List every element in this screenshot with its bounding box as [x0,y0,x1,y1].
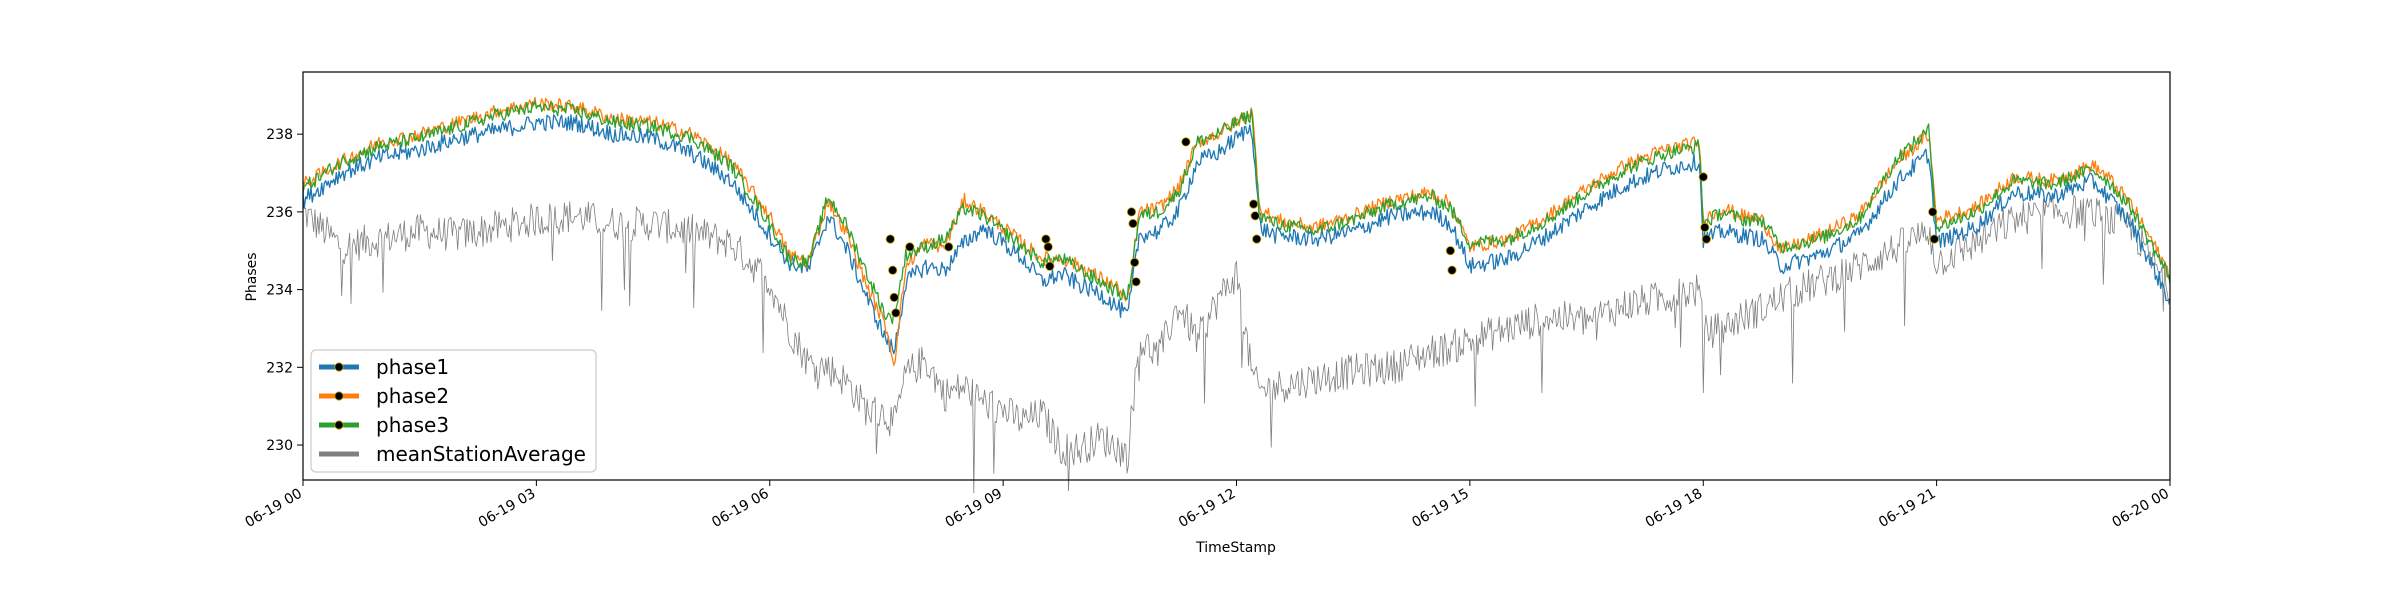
legend-frame [310,349,597,473]
series-line-meanStationAverage [302,194,2171,494]
y-tick-label: 236 [266,205,293,221]
legend-label-phase2: phase2 [376,384,449,408]
legend-label-phase1: phase1 [376,355,449,379]
legend-label-meanStationAverage: meanStationAverage [376,442,586,466]
x-tick-label: 06-19 03 [476,486,539,531]
y-axis-label: Phases [244,252,260,301]
y-tick-label: 232 [266,360,293,376]
event-marker [1447,265,1457,275]
event-marker [1698,172,1708,182]
legend: phase1 phase2 phase3 meanStationAverage [310,349,597,473]
event-marker [1249,199,1259,209]
legend-marker-phase2 [334,391,344,401]
y-tick-label: 230 [266,438,293,454]
event-marker [905,242,915,252]
series-line-phase2 [302,96,2171,366]
event-marker [1043,242,1053,252]
series-line-phase3 [302,100,2171,325]
event-marker [1928,207,1938,217]
event-marker [1701,234,1712,244]
event-marker [891,308,901,318]
event-marker [889,292,899,302]
legend-label-phase3: phase3 [376,413,449,437]
x-axis-label: TimeStamp [1195,540,1276,556]
event-marker [1250,211,1260,221]
x-tick-label: 06-19 06 [709,486,772,531]
event-marker [1045,261,1055,271]
event-marker [1181,137,1191,147]
series-line-phase1 [302,114,2171,355]
event-marker [944,242,954,252]
x-tick-label: 06-19 00 [242,486,305,531]
x-tick-label: 06-20 00 [2109,486,2172,531]
x-tick-label: 06-19 15 [1409,486,1472,531]
event-marker [888,265,898,275]
x-tick-label: 06-19 21 [1876,486,1939,531]
series-layer [302,96,2171,494]
y-axis: 230 232 234 236 238 [266,127,303,454]
x-tick-label: 06-19 12 [1176,486,1239,531]
event-marker [1126,207,1137,217]
event-marker-layer [885,137,1939,318]
event-marker [1128,218,1138,229]
event-marker [1445,246,1456,256]
event-marker [1131,277,1141,287]
event-marker [885,234,895,244]
legend-marker-phase3 [334,420,344,430]
y-tick-label: 238 [266,127,293,143]
event-marker [1252,234,1262,244]
event-marker [1929,234,1939,244]
x-tick-label: 06-19 18 [1643,486,1706,531]
event-marker [1700,222,1710,232]
event-marker [1041,234,1051,244]
legend-marker-phase1 [334,362,344,372]
x-axis: 06-19 00 06-19 03 06-19 06 06-19 09 06-19 12… [242,480,2172,531]
y-tick-label: 234 [266,283,293,299]
event-marker [1130,257,1140,267]
